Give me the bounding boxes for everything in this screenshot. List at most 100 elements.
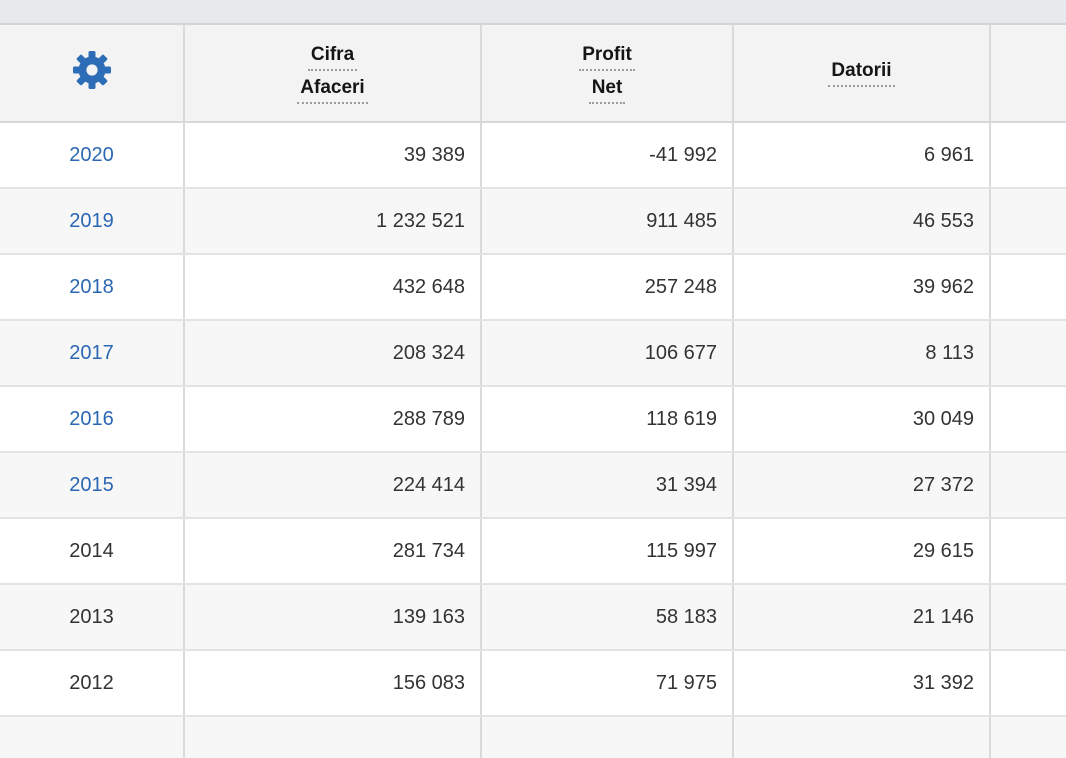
extra-cell (990, 254, 1066, 321)
extra-cell (990, 518, 1066, 585)
table-row-2012: 2012 156 083 71 975 31 392 (0, 650, 1066, 717)
extra-cell (990, 320, 1066, 387)
year-cell: 2018 (0, 254, 185, 321)
profit-net-cell (481, 716, 734, 758)
datorii-cell (733, 716, 991, 758)
profit-net-cell: 115 997 (481, 518, 734, 585)
table-body: 2020 39 389 -41 992 6 961 2019 1 232 521… (0, 122, 1066, 758)
profit-net-cell: 31 394 (481, 452, 734, 519)
year-link[interactable]: 2020 (69, 143, 114, 166)
column-header-cifra-afaceri[interactable]: Cifra Afaceri (184, 25, 482, 123)
datorii-value: 46 553 (912, 209, 974, 232)
financial-data-table: Cifra Afaceri Profit Net Datorii (0, 25, 1066, 758)
cifra-afaceri-value: 288 789 (392, 407, 465, 430)
cifra-afaceri-value: 208 324 (392, 341, 465, 364)
datorii-cell: 6 961 (733, 122, 991, 189)
year-cell: 2020 (0, 122, 185, 189)
profit-net-value: 118 619 (646, 407, 717, 430)
cifra-afaceri-cell: 1 232 521 (184, 188, 482, 255)
year-link[interactable]: 2017 (69, 341, 114, 364)
datorii-cell: 27 372 (733, 452, 991, 519)
datorii-cell: 39 962 (733, 254, 991, 321)
profit-net-cell: 118 619 (481, 386, 734, 453)
profit-net-value: 106 677 (644, 341, 717, 364)
datorii-value: 6 961 (923, 143, 974, 166)
column-header-label: Datorii (828, 59, 895, 87)
column-header-label: Afaceri (297, 76, 368, 104)
year-link[interactable]: 2016 (69, 407, 114, 430)
extra-cell (990, 386, 1066, 453)
extra-cell (990, 650, 1066, 717)
column-header-label: Profit (579, 43, 635, 71)
extra-cell (990, 716, 1066, 758)
table-row-2017: 2017 208 324 106 677 8 113 (0, 320, 1066, 387)
datorii-cell: 31 392 (733, 650, 991, 717)
datorii-value: 21 146 (912, 605, 974, 628)
datorii-cell: 30 049 (733, 386, 991, 453)
column-header-profit-net[interactable]: Profit Net (481, 25, 734, 123)
settings-gear-button[interactable] (71, 49, 113, 91)
cifra-afaceri-value: 224 414 (392, 473, 465, 496)
table-header: Cifra Afaceri Profit Net Datorii (0, 25, 1066, 123)
datorii-value: 39 962 (912, 275, 974, 298)
profit-net-cell: 911 485 (481, 188, 734, 255)
profit-net-cell: -41 992 (481, 122, 734, 189)
year-cell (0, 716, 185, 758)
datorii-value: 8 113 (925, 341, 974, 364)
cifra-afaceri-value: 1 232 521 (376, 209, 465, 232)
cifra-afaceri-cell: 281 734 (184, 518, 482, 585)
datorii-cell: 29 615 (733, 518, 991, 585)
year-cell: 2017 (0, 320, 185, 387)
profit-net-value: 257 248 (644, 275, 717, 298)
profit-net-value: 31 394 (655, 473, 717, 496)
year-cell: 2016 (0, 386, 185, 453)
header-row: Cifra Afaceri Profit Net Datorii (0, 25, 1066, 123)
table-row-2020: 2020 39 389 -41 992 6 961 (0, 122, 1066, 189)
cifra-afaceri-value: 281 734 (392, 539, 465, 562)
column-header-label: Net (588, 76, 626, 104)
datorii-value: 30 049 (912, 407, 974, 430)
year-cell: 2015 (0, 452, 185, 519)
cifra-afaceri-cell: 288 789 (184, 386, 482, 453)
cifra-afaceri-value: 432 648 (392, 275, 465, 298)
cifra-afaceri-value: 156 083 (392, 671, 465, 694)
settings-column-header (0, 25, 185, 123)
extra-cell (990, 584, 1066, 651)
year-label: 2013 (69, 605, 114, 628)
profit-net-cell: 257 248 (481, 254, 734, 321)
column-header-extra (990, 25, 1066, 123)
profit-net-value: -41 992 (649, 143, 717, 166)
cifra-afaceri-value: 39 389 (403, 143, 465, 166)
table-row-partial (0, 716, 1066, 758)
year-cell: 2013 (0, 584, 185, 651)
column-header-datorii[interactable]: Datorii (733, 25, 991, 123)
year-link[interactable]: 2015 (69, 473, 114, 496)
cifra-afaceri-cell: 208 324 (184, 320, 482, 387)
cifra-afaceri-cell: 432 648 (184, 254, 482, 321)
table-row-2014: 2014 281 734 115 997 29 615 (0, 518, 1066, 585)
table-row-2013: 2013 139 163 58 183 21 146 (0, 584, 1066, 651)
datorii-value: 31 392 (912, 671, 974, 694)
gear-icon (72, 51, 111, 89)
profit-net-value: 115 997 (646, 539, 717, 562)
profit-net-cell: 58 183 (481, 584, 734, 651)
year-link[interactable]: 2018 (69, 275, 114, 298)
profit-net-cell: 106 677 (481, 320, 734, 387)
table-row-2015: 2015 224 414 31 394 27 372 (0, 452, 1066, 519)
datorii-value: 29 615 (912, 539, 974, 562)
year-cell: 2019 (0, 188, 185, 255)
table-row-2019: 2019 1 232 521 911 485 46 553 (0, 188, 1066, 255)
datorii-value: 27 372 (912, 473, 974, 496)
extra-cell (990, 122, 1066, 189)
cifra-afaceri-cell: 39 389 (184, 122, 482, 189)
year-link[interactable]: 2019 (69, 209, 114, 232)
year-cell: 2012 (0, 650, 185, 717)
datorii-cell: 46 553 (733, 188, 991, 255)
profit-net-value: 58 183 (655, 605, 717, 628)
column-header-label: Cifra (307, 43, 358, 71)
cifra-afaceri-cell (184, 716, 482, 758)
cifra-afaceri-cell: 224 414 (184, 452, 482, 519)
datorii-cell: 8 113 (733, 320, 991, 387)
cifra-afaceri-value: 139 163 (392, 605, 465, 628)
